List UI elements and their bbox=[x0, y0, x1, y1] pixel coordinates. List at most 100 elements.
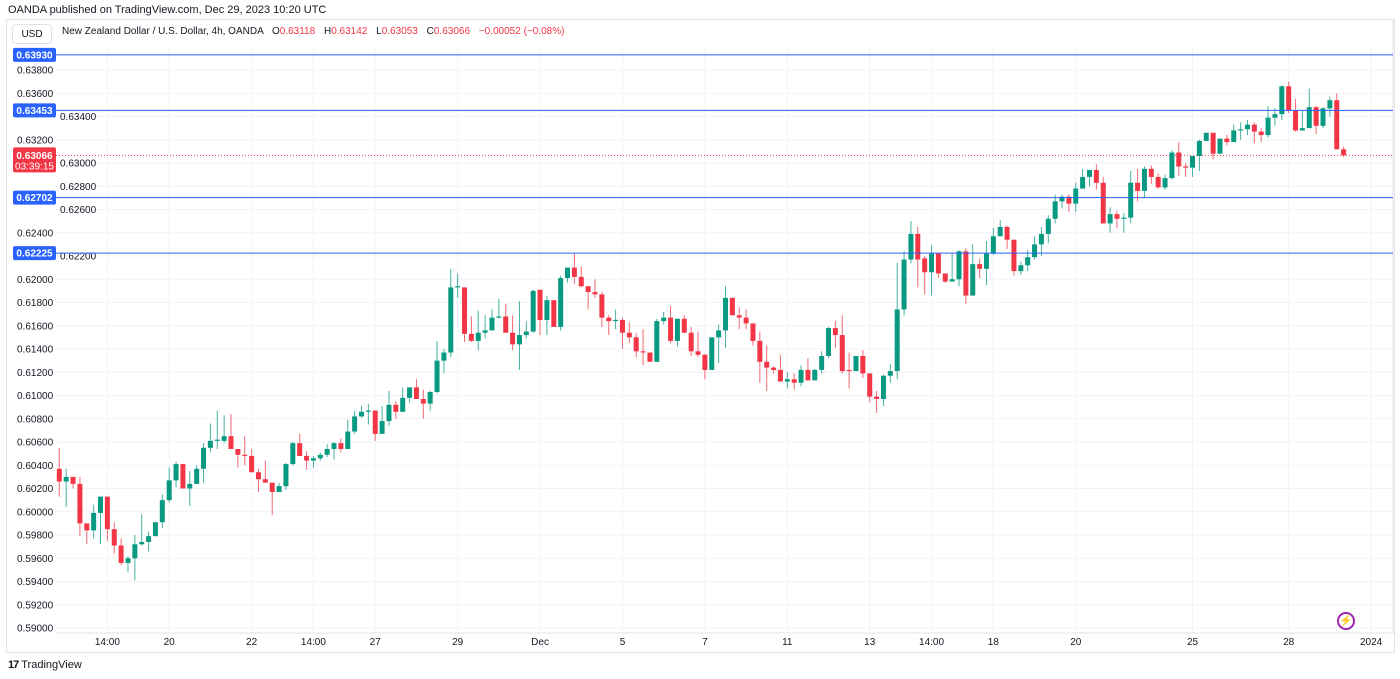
candle-up bbox=[661, 317, 667, 322]
candle-down bbox=[1293, 110, 1299, 131]
candle-up bbox=[674, 318, 680, 341]
candle-up bbox=[887, 371, 893, 376]
candle-up bbox=[290, 443, 296, 465]
candle-up bbox=[496, 316, 502, 318]
candle-up bbox=[901, 259, 907, 310]
candle-down bbox=[1093, 169, 1099, 183]
candle-up bbox=[159, 500, 165, 523]
lightning-icon[interactable]: ⚡ bbox=[1337, 612, 1355, 630]
candle-down bbox=[1004, 226, 1010, 240]
x-tick-label: 14:00 bbox=[95, 637, 120, 648]
candle-up bbox=[565, 267, 571, 279]
candle-up bbox=[516, 335, 522, 345]
high-label: H bbox=[323, 26, 332, 37]
candle-up bbox=[1279, 86, 1285, 115]
candle-up bbox=[1169, 152, 1175, 179]
candle-down bbox=[1011, 239, 1017, 272]
candle-down bbox=[372, 410, 378, 434]
tradingview-logo-icon: 17 bbox=[8, 659, 19, 671]
candle-up bbox=[997, 226, 1003, 237]
high-value: 0.63142 bbox=[331, 26, 368, 37]
candle-down bbox=[510, 332, 516, 345]
candle-up bbox=[1107, 214, 1113, 224]
low-value: 0.63053 bbox=[381, 26, 418, 37]
candle-up bbox=[139, 541, 145, 545]
candle-down bbox=[1148, 168, 1154, 177]
candle-up bbox=[654, 321, 660, 362]
level-price-label: 0.63930 bbox=[16, 50, 53, 61]
candle-up bbox=[1190, 156, 1196, 168]
close-label: C bbox=[426, 26, 434, 37]
candle-up bbox=[441, 352, 447, 361]
candle-up bbox=[716, 330, 722, 338]
candle-up bbox=[317, 454, 323, 459]
candle-down bbox=[551, 300, 557, 327]
candle-up bbox=[1141, 168, 1147, 191]
candle-up bbox=[283, 464, 289, 487]
y-tick-label: 0.63000 bbox=[60, 159, 97, 170]
candle-up bbox=[1045, 218, 1051, 234]
currency-button[interactable]: USD bbox=[12, 24, 52, 44]
candle-up bbox=[1196, 140, 1202, 157]
candle-up bbox=[331, 443, 337, 449]
x-tick-label: 20 bbox=[164, 637, 176, 648]
candle-down bbox=[104, 496, 110, 530]
y-tick-label: 0.59000 bbox=[17, 624, 54, 635]
candle-up bbox=[1272, 114, 1278, 118]
candle-up bbox=[221, 436, 227, 441]
candle-down bbox=[1341, 149, 1347, 156]
candle-up bbox=[379, 421, 385, 434]
candle-down bbox=[915, 233, 921, 260]
candle-up bbox=[894, 309, 900, 372]
x-tick-label: 13 bbox=[864, 637, 876, 648]
candle-up bbox=[812, 369, 818, 381]
bar-countdown-label: 03:39:15 bbox=[15, 161, 54, 172]
level-price-badge bbox=[13, 190, 56, 205]
candle-up bbox=[324, 448, 330, 455]
candle-down bbox=[571, 267, 577, 277]
candle-down bbox=[1183, 166, 1189, 168]
y-tick-label: 0.63400 bbox=[60, 112, 97, 123]
candle-down bbox=[1135, 182, 1141, 191]
candle-down bbox=[84, 523, 90, 531]
candle-down bbox=[180, 464, 186, 489]
candle-down bbox=[1210, 132, 1216, 154]
candle-up bbox=[201, 447, 207, 469]
level-price-badge bbox=[13, 246, 56, 261]
candle-down bbox=[1114, 214, 1120, 219]
chart-frame bbox=[6, 19, 1395, 653]
candle-up bbox=[427, 392, 433, 404]
candle-up bbox=[1121, 217, 1127, 219]
x-tick-label: 25 bbox=[1187, 637, 1199, 648]
candle-up bbox=[400, 397, 406, 412]
y-tick-label: 0.61000 bbox=[17, 391, 54, 402]
candle-down bbox=[764, 361, 770, 368]
candle-up bbox=[1306, 107, 1312, 129]
candle-up bbox=[358, 411, 364, 417]
x-tick-label: 14:00 bbox=[301, 637, 326, 648]
y-tick-label: 0.59600 bbox=[17, 554, 54, 565]
candle-up bbox=[722, 297, 728, 331]
candle-up bbox=[1320, 108, 1326, 126]
change-value: −0.00052 (−0.08%) bbox=[478, 26, 565, 37]
candle-up bbox=[310, 458, 316, 461]
candle-down bbox=[626, 332, 632, 338]
candle-up bbox=[1052, 201, 1058, 219]
y-tick-label: 0.61400 bbox=[17, 345, 54, 356]
candle-down bbox=[1258, 131, 1264, 136]
candle-down bbox=[668, 317, 674, 341]
candle-up bbox=[345, 431, 351, 449]
candle-up bbox=[187, 483, 193, 489]
candle-down bbox=[297, 443, 303, 456]
x-tick-label: 29 bbox=[452, 637, 464, 648]
candle-up bbox=[132, 544, 138, 559]
x-tick-label: 7 bbox=[702, 637, 708, 648]
candle-down bbox=[255, 472, 261, 480]
candle-up bbox=[407, 387, 413, 398]
candle-up bbox=[448, 287, 454, 353]
candle-up bbox=[983, 253, 989, 269]
candle-down bbox=[503, 316, 509, 333]
level-price-label: 0.63453 bbox=[16, 106, 53, 117]
candle-down bbox=[750, 323, 756, 341]
